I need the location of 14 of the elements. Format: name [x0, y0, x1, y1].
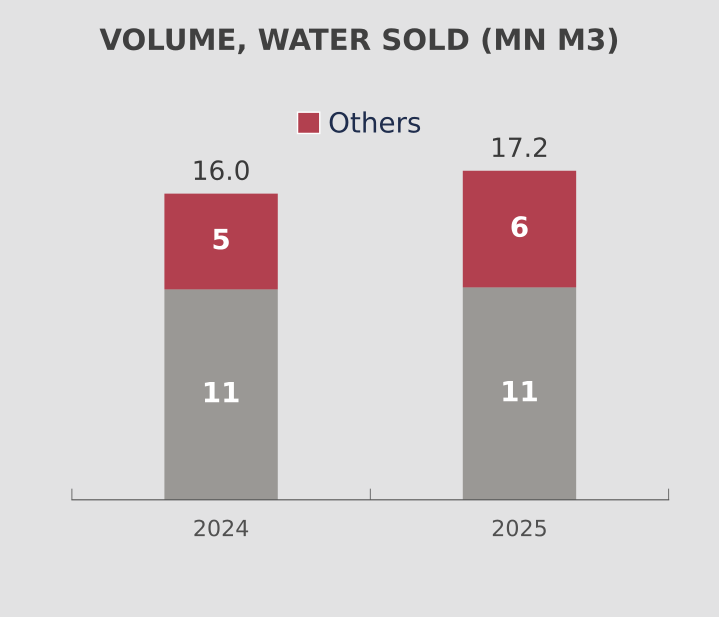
bar	[164, 194, 278, 290]
data-label: 6	[512, 216, 528, 238]
legend-label: Others	[330, 111, 420, 133]
chart-title: VOLUME, WATER SOLD (MN M3)	[100, 28, 618, 54]
data-label: 5	[214, 228, 229, 250]
bar	[164, 289, 278, 500]
data-label: 11	[204, 382, 239, 402]
x-tick-label: 2024	[194, 520, 248, 536]
bar	[462, 170, 576, 288]
x-tick-label: 2025	[492, 520, 546, 536]
data-label: 11	[503, 381, 537, 402]
bar	[462, 287, 576, 500]
total-label: 17.2	[493, 137, 546, 157]
total-label: 16.0	[194, 160, 249, 180]
